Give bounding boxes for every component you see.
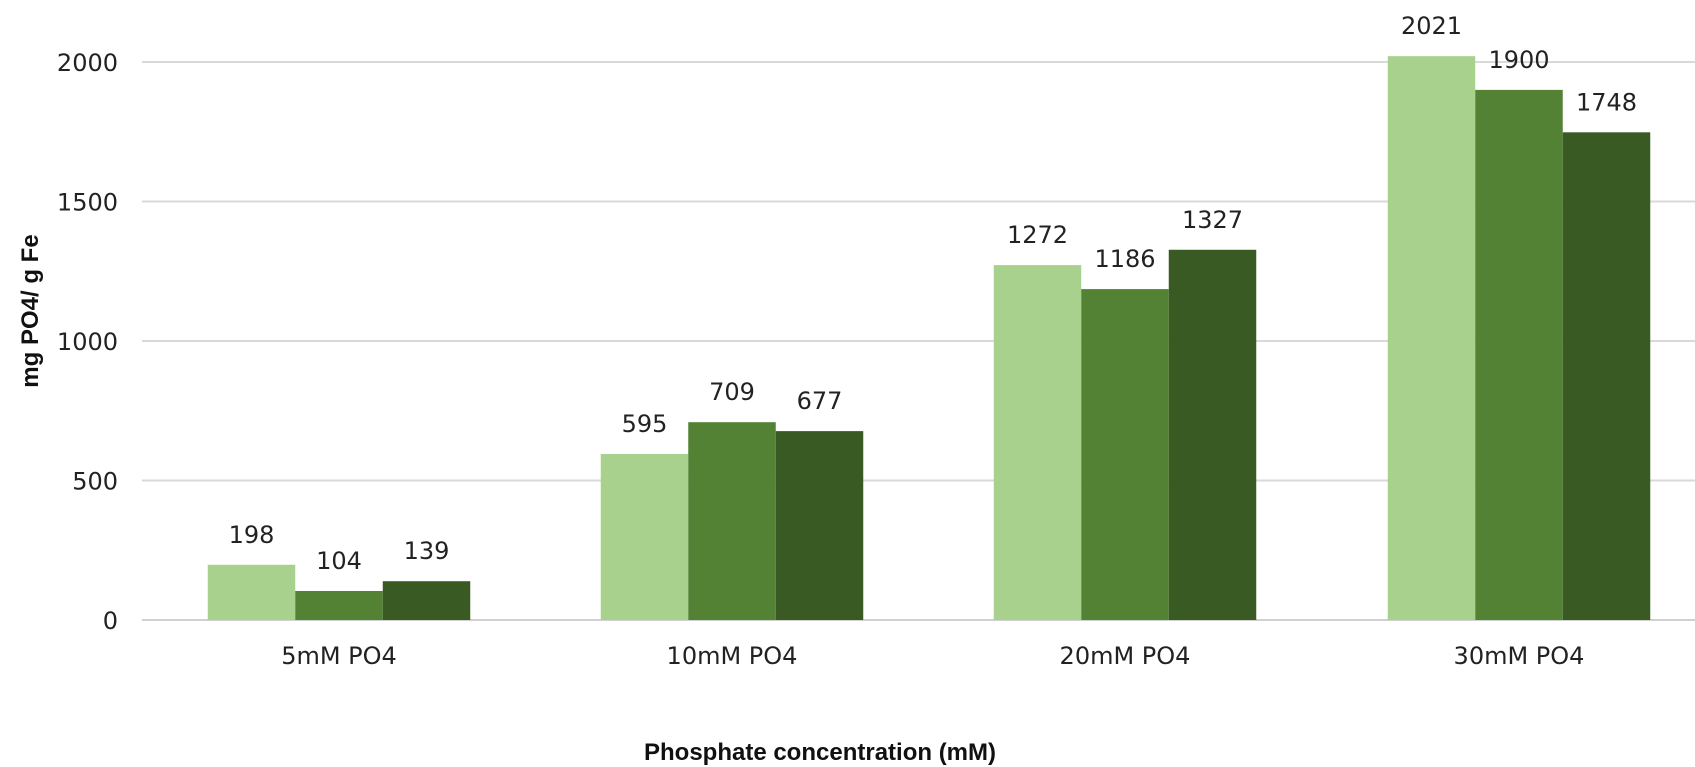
data-label: 1186 (1094, 245, 1155, 273)
bar (600, 453, 689, 620)
bars (207, 56, 1651, 621)
bar (1168, 249, 1257, 620)
data-label: 1748 (1576, 88, 1637, 116)
y-tick-label: 500 (72, 468, 118, 496)
bar (1475, 89, 1563, 620)
data-label: 709 (709, 378, 755, 406)
data-label: 595 (622, 410, 668, 438)
y-tick-label: 1500 (57, 189, 118, 217)
bar (993, 265, 1082, 620)
y-axis-ticks: 0 500 1000 1500 2000 (57, 49, 118, 635)
x-tick-label: 20mM PO4 (1060, 642, 1191, 670)
bar (1387, 56, 1476, 621)
bar (1562, 132, 1651, 621)
x-tick-label: 30mM PO4 (1454, 642, 1585, 670)
x-axis-ticks: 5mM PO4 10mM PO4 20mM PO4 30mM PO4 (281, 642, 1584, 670)
x-tick-label: 5mM PO4 (281, 642, 397, 670)
data-label: 677 (797, 387, 843, 415)
y-axis-title: mg PO4/ g Fe (17, 234, 44, 387)
y-tick-label: 0 (103, 607, 118, 635)
data-label: 139 (404, 537, 450, 565)
x-tick-label: 10mM PO4 (667, 642, 798, 670)
data-label: 1900 (1488, 46, 1549, 74)
bar (688, 422, 776, 620)
data-label: 1327 (1182, 206, 1243, 234)
x-axis-title: Phosphate concentration (mM) (644, 739, 996, 766)
data-label: 104 (316, 547, 362, 575)
bar (207, 564, 296, 620)
bar (295, 590, 383, 620)
data-labels: 198 104 139 595 709 677 1272 1186 1327 2021 1900 17… (229, 12, 1637, 575)
data-label: 198 (229, 521, 275, 549)
data-label: 2021 (1401, 12, 1462, 40)
bar (1081, 289, 1169, 620)
data-label: 1272 (1007, 221, 1068, 249)
bar (775, 431, 864, 620)
y-tick-label: 2000 (57, 49, 118, 77)
y-tick-label: 1000 (57, 328, 118, 356)
bar (382, 581, 471, 620)
